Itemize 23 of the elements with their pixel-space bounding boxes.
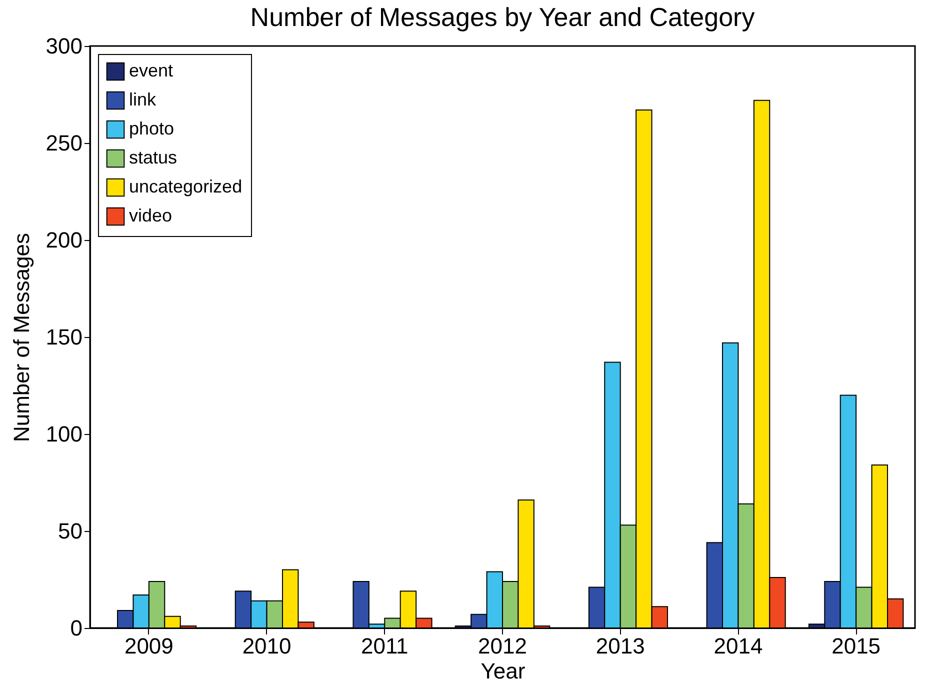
x-tick-label: 2010 xyxy=(242,634,292,658)
x-axis-title: Year xyxy=(480,658,526,684)
y-tick-label: 150 xyxy=(46,324,82,350)
x-tick-label: 2011 xyxy=(360,634,408,658)
x-tick-label: 2015 xyxy=(832,634,881,658)
y-tick-label: 250 xyxy=(46,130,82,156)
x-tick-label: 2014 xyxy=(714,634,763,658)
x-tick-label: 2009 xyxy=(124,634,174,658)
x-tick-label: 2012 xyxy=(478,634,527,658)
y-tick-label: 200 xyxy=(46,228,82,252)
legend-label: photo xyxy=(129,118,174,138)
y-tick-label: 50 xyxy=(58,518,82,544)
y-tick-label: 100 xyxy=(46,422,82,446)
y-tick-label: 0 xyxy=(70,616,82,640)
legend-label: video xyxy=(129,206,172,226)
y-tick-label: 300 xyxy=(46,34,82,58)
legend-label: uncategorized xyxy=(129,176,242,196)
legend-label: event xyxy=(129,60,174,80)
legend-label: link xyxy=(129,90,158,110)
legend-label: status xyxy=(129,148,178,168)
x-tick-label: 2013 xyxy=(596,634,645,658)
chart-title: Number of Messages by Year and Category xyxy=(250,2,755,32)
y-axis-title: Number of Messages xyxy=(8,232,34,442)
